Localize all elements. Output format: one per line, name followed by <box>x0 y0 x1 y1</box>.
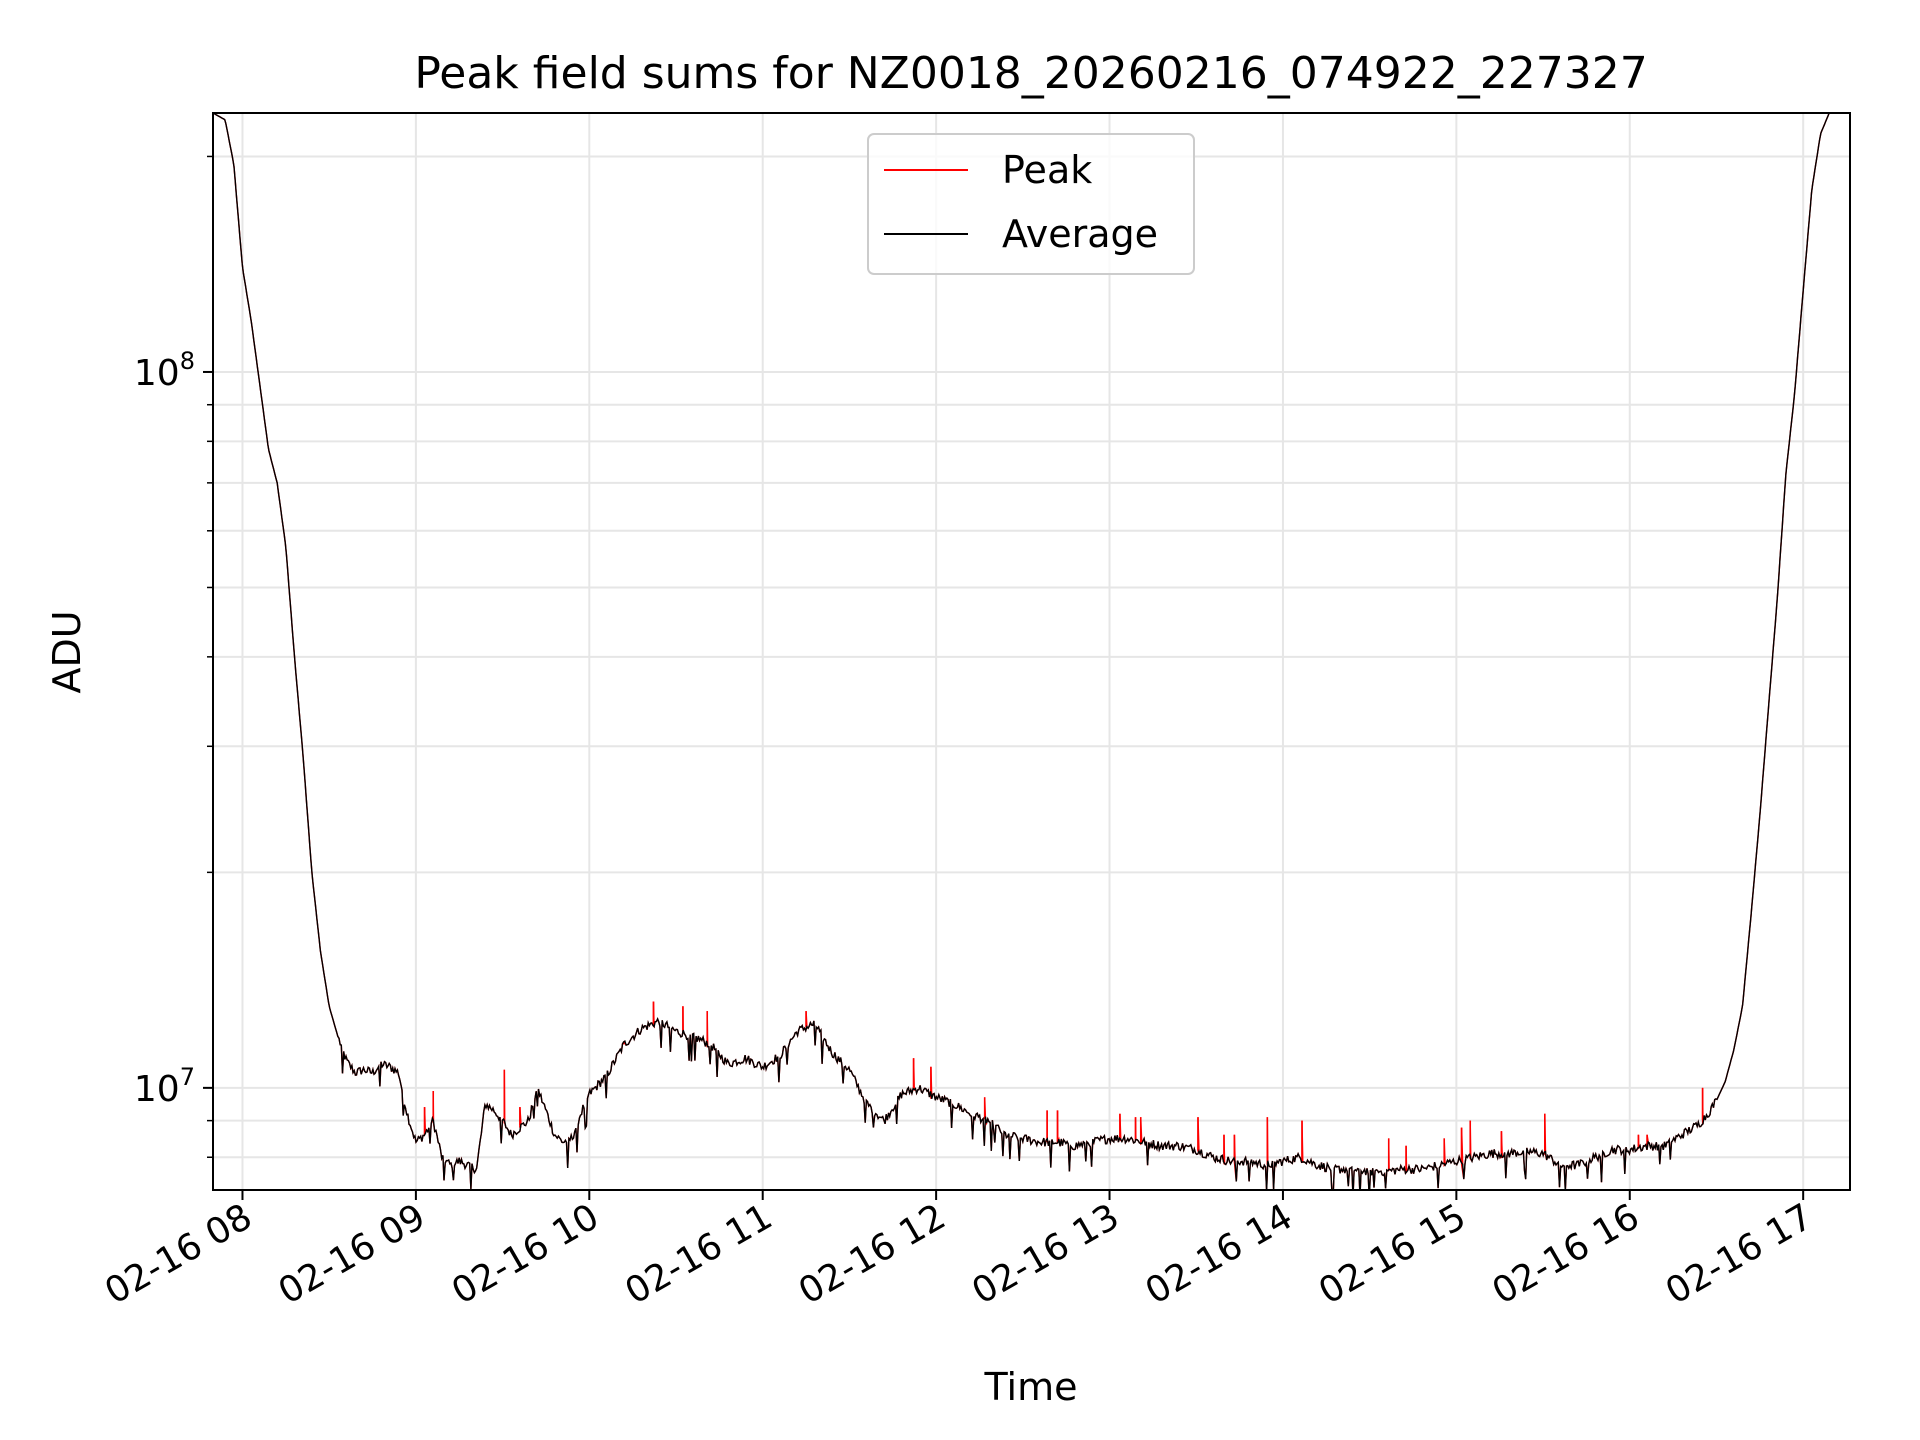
y-tick-base: 10 <box>134 353 180 394</box>
legend-label-peak: Peak <box>1002 148 1092 192</box>
chart-title: Peak field sums for NZ0018_20260216_0749… <box>414 48 1647 99</box>
plot-frame <box>212 112 1851 1191</box>
y-tick-label: 108 <box>134 347 195 394</box>
series-line-average <box>213 113 1847 1190</box>
x-axis-label: Time <box>984 1365 1078 1409</box>
y-tick-label: 107 <box>134 1063 195 1110</box>
y-tick-base: 10 <box>134 1069 180 1110</box>
legend-label-average: Average <box>1002 212 1158 256</box>
y-tick-exponent: 8 <box>180 347 195 375</box>
grid <box>213 113 1850 1190</box>
series-layer <box>213 113 1847 1190</box>
y-axis-label: ADU <box>45 610 89 693</box>
y-tick-exponent: 7 <box>180 1063 195 1091</box>
legend: Peak Average <box>867 133 1195 275</box>
